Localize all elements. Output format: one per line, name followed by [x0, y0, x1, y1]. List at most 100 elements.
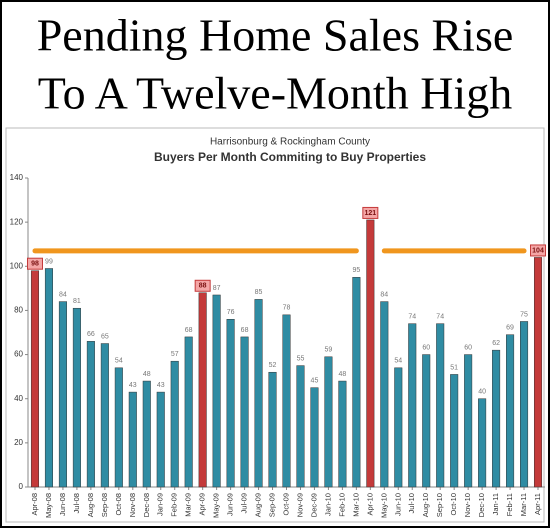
value-label: 76 — [227, 309, 235, 316]
y-tick-label: 40 — [14, 394, 23, 403]
bar — [128, 391, 137, 488]
headline: To A Twelve-Month High — [38, 68, 512, 119]
x-tick-label: Nov-08 — [128, 493, 137, 517]
bar — [422, 354, 431, 488]
value-label: 99 — [45, 258, 53, 265]
x-tick-label: Apr-09 — [198, 493, 207, 516]
bar — [352, 277, 361, 488]
value-label: 60 — [464, 344, 472, 351]
value-label: 43 — [157, 382, 165, 389]
x-tick-label: Sep-10 — [435, 493, 444, 517]
x-tick-label: Jan-11 — [491, 493, 500, 515]
x-tick-label: Mar-11 — [519, 493, 528, 516]
bar — [100, 343, 109, 488]
bar — [533, 257, 543, 488]
x-tick-label: May-08 — [44, 493, 53, 518]
x-tick-label: Dec-08 — [142, 493, 151, 517]
bar — [310, 387, 319, 488]
x-tick-label: Oct-09 — [281, 493, 290, 516]
y-tick-label: 140 — [10, 173, 24, 182]
bar — [492, 349, 501, 488]
value-label: 88 — [199, 283, 207, 290]
x-tick-label: Sep-09 — [268, 493, 277, 517]
value-label: 95 — [352, 267, 360, 274]
value-label: 98 — [31, 261, 39, 268]
bar — [198, 292, 207, 488]
x-tick-label: Jun-09 — [226, 493, 235, 516]
value-label: 51 — [450, 364, 458, 371]
x-tick-label: Dec-10 — [477, 493, 486, 517]
bar — [58, 301, 67, 488]
x-tick-label: Aug-10 — [421, 493, 430, 517]
x-tick-label: Apr-11 — [533, 493, 542, 515]
value-label-box — [362, 206, 379, 219]
value-label: 48 — [338, 371, 346, 378]
value-label-box — [530, 244, 547, 257]
bar — [478, 398, 487, 488]
x-tick-label: Mar-09 — [184, 493, 193, 517]
x-tick-label: Aug-08 — [86, 493, 95, 517]
value-label-box — [26, 257, 43, 270]
bar — [156, 391, 165, 488]
x-tick-label: May-10 — [379, 493, 388, 518]
bar — [184, 336, 193, 488]
chart-subtitle: Harrisonburg & Rockingham County — [210, 137, 370, 148]
x-tick-label: Nov-09 — [295, 493, 304, 517]
y-tick-label: 60 — [14, 350, 23, 359]
bar — [30, 270, 40, 488]
x-tick-label: Aug-09 — [254, 493, 263, 517]
value-label: 69 — [506, 325, 514, 332]
bar — [338, 380, 347, 488]
bar — [464, 354, 473, 488]
value-label: 104 — [532, 247, 544, 254]
value-label: 45 — [311, 378, 319, 385]
x-tick-label: Jul-10 — [407, 493, 416, 513]
value-label: 84 — [380, 291, 388, 298]
x-tick-label: Jul-08 — [72, 493, 81, 513]
bar — [380, 301, 389, 488]
value-label: 75 — [520, 311, 528, 318]
value-label: 57 — [171, 351, 179, 358]
value-label: 74 — [436, 314, 444, 321]
value-label: 68 — [185, 327, 193, 334]
x-tick-label: Oct-10 — [449, 493, 458, 516]
value-label: 65 — [101, 333, 109, 340]
bar — [520, 321, 529, 488]
value-label: 60 — [422, 344, 430, 351]
value-label: 43 — [129, 382, 137, 389]
x-tick-label: Oct-08 — [114, 493, 123, 516]
value-label: 54 — [115, 358, 123, 365]
bar — [450, 374, 459, 488]
value-label: 59 — [325, 347, 333, 354]
bar — [254, 299, 263, 488]
bar — [324, 356, 333, 488]
x-tick-label: Jan-10 — [323, 493, 332, 516]
value-label: 87 — [213, 285, 221, 292]
value-label: 62 — [492, 340, 500, 347]
value-label: 54 — [394, 358, 402, 365]
value-label: 78 — [283, 305, 291, 312]
bar — [114, 367, 123, 488]
chart-title: Buyers Per Month Commiting to Buy Proper… — [154, 150, 426, 164]
value-label: 121 — [364, 210, 376, 217]
x-tick-label: Feb-11 — [505, 493, 514, 516]
x-tick-label: Nov-10 — [463, 493, 472, 517]
bar — [142, 380, 151, 488]
x-tick-label: Jan-09 — [156, 493, 165, 516]
y-tick-label: 120 — [10, 217, 24, 226]
bar — [86, 341, 95, 488]
value-label: 40 — [478, 389, 486, 396]
x-tick-label: Apr-10 — [365, 493, 374, 516]
value-label: 48 — [143, 371, 151, 378]
bar — [436, 323, 445, 488]
bar — [72, 307, 81, 488]
value-label: 55 — [297, 355, 305, 362]
bar — [394, 367, 403, 488]
bar — [268, 371, 277, 488]
bar — [240, 336, 249, 488]
bar — [226, 319, 235, 488]
x-tick-label: Jun-08 — [58, 493, 67, 516]
x-tick-label: Jun-10 — [393, 493, 402, 516]
x-tick-label: May-09 — [212, 493, 221, 518]
